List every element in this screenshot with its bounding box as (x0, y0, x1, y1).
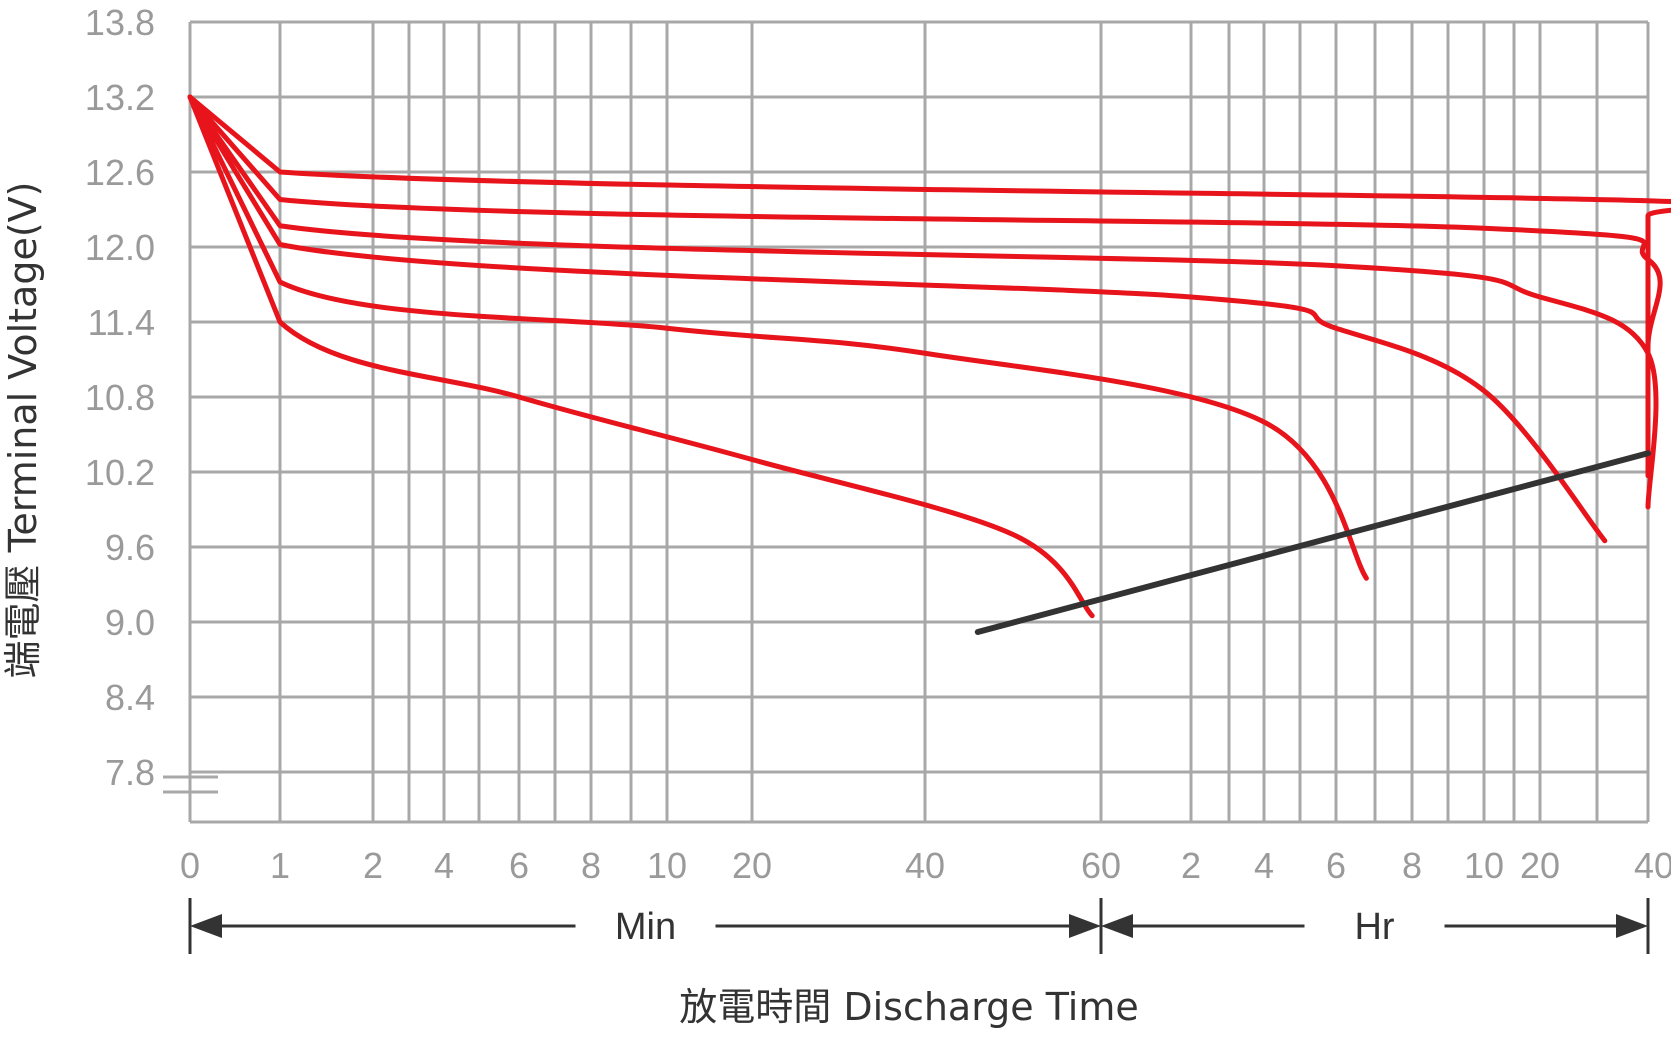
x-tick-label: 6 (1326, 845, 1346, 886)
y-axis-title: 端電壓 Terminal Voltage(V) (1, 182, 45, 679)
y-tick-label: 7.8 (105, 752, 155, 793)
time-span-arrows: Min Hr (188, 898, 1650, 954)
discharge-curve-2 (187, 94, 1369, 581)
x-tick-label: 8 (1402, 845, 1422, 886)
x-tick-label: 4 (434, 845, 454, 886)
y-tick-label: 10.2 (85, 452, 155, 493)
x-tick-label: 10 (647, 845, 687, 886)
x-tick-label: 2 (1181, 845, 1201, 886)
tick-labels: 13.8 13.2 12.6 12.0 11.4 10.8 10.2 9.6 9.0 8.4 7.8… (85, 2, 1671, 886)
y-tick-label: 13.8 (85, 2, 155, 43)
arrowhead-left (1101, 914, 1133, 938)
x-tick-label: 6 (509, 845, 529, 886)
arrowhead-right (1069, 914, 1101, 938)
x-tick-label: 20 (732, 845, 772, 886)
y-tick-label: 8.4 (105, 677, 155, 718)
span-label: Hr (1354, 906, 1394, 948)
y-tick-label: 10.8 (85, 377, 155, 418)
x-tick-label: 60 (1081, 845, 1121, 886)
discharge-curve-6 (187, 94, 1671, 472)
y-tick-label: 9.0 (105, 602, 155, 643)
cutoff-voltage-line (974, 450, 1651, 635)
y-tick-label: 13.2 (85, 77, 155, 118)
x-tick-label: 40 (1634, 845, 1671, 886)
x-tick-label: 0 (180, 845, 200, 886)
y-tick-label: 12.6 (85, 152, 155, 193)
series-layer (187, 94, 1671, 635)
discharge-curve-3 (187, 94, 1608, 544)
y-tick-label: 11.4 (88, 302, 155, 343)
arrowhead-left (190, 914, 222, 938)
arrowhead-right (1616, 914, 1648, 938)
span-label: Min (615, 906, 676, 948)
x-tick-label: 40 (905, 845, 945, 886)
x-tick-label: 8 (581, 845, 601, 886)
x-tick-label: 10 (1464, 845, 1504, 886)
x-axis-title: 放電時間 Discharge Time (679, 985, 1139, 1029)
y-tick-label: 12.0 (85, 227, 155, 268)
discharge-curve-1 (187, 94, 1095, 619)
x-tick-label: 20 (1520, 845, 1560, 886)
grid (163, 20, 1650, 824)
x-tick-label: 4 (1254, 845, 1274, 886)
x-tick-label: 1 (270, 845, 290, 886)
y-tick-label: 9.6 (105, 527, 155, 568)
x-tick-label: 2 (363, 845, 383, 886)
